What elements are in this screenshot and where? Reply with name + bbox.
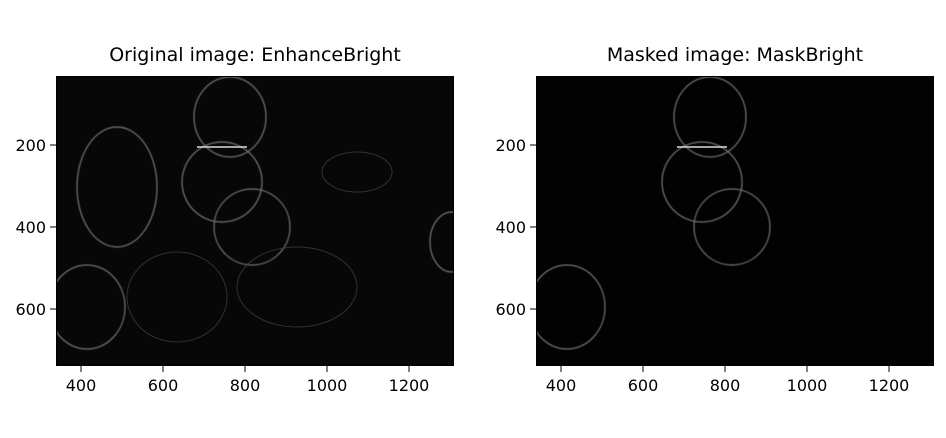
x-ticks-masked: 400 600 800 1000 1200 — [546, 366, 910, 395]
x-tick-label: 1200 — [389, 376, 430, 395]
y-tick-label: 400 — [495, 218, 526, 237]
x-tick-label: 400 — [66, 376, 97, 395]
x-tick-label: 600 — [148, 376, 179, 395]
x-tick-label: 600 — [628, 376, 659, 395]
y-ticks-original: 200 400 600 — [15, 136, 56, 319]
x-tick-label: 1000 — [307, 376, 348, 395]
x-tick-label: 800 — [230, 376, 261, 395]
x-tick-label: 1000 — [787, 376, 828, 395]
chart-title-original: Original image: EnhanceBright — [109, 44, 401, 66]
y-ticks-masked: 200 400 600 — [495, 136, 536, 319]
y-tick-label: 600 — [495, 300, 526, 319]
x-ticks-original: 400 600 800 1000 1200 — [66, 366, 430, 395]
image-content-original — [57, 77, 453, 365]
y-tick-label: 600 — [15, 300, 46, 319]
image-plot-original — [56, 76, 454, 366]
y-tick-label: 200 — [15, 136, 46, 155]
image-plot-masked — [536, 76, 934, 366]
y-tick-label: 400 — [15, 218, 46, 237]
x-tick-label: 400 — [546, 376, 577, 395]
chart-title-masked: Masked image: MaskBright — [606, 44, 864, 66]
image-content-masked — [537, 77, 933, 365]
y-tick-label: 200 — [495, 136, 526, 155]
x-tick-label: 1200 — [869, 376, 910, 395]
x-tick-label: 800 — [710, 376, 741, 395]
